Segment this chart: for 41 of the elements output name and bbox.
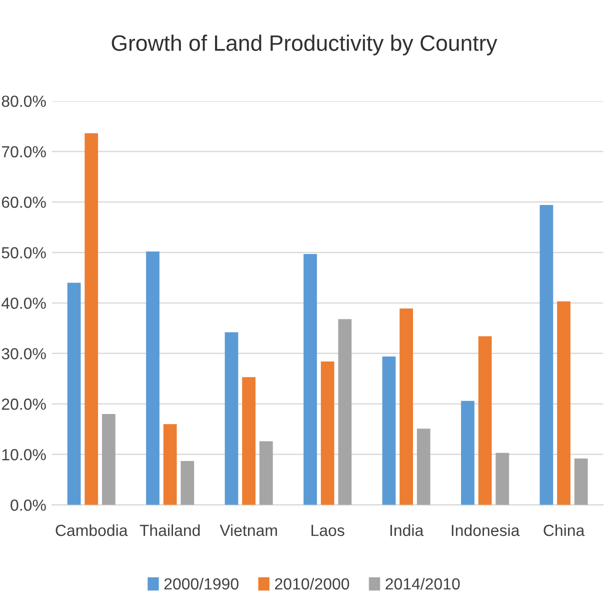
bar [478, 336, 492, 505]
bar [382, 356, 396, 505]
x-tick-label: Vietnam [220, 524, 277, 536]
bar [461, 400, 474, 505]
bar [224, 332, 238, 505]
legend-label: 2014/2010 [386, 578, 460, 590]
bar [416, 428, 430, 505]
y-tick-label: 70.0% [2, 146, 46, 158]
y-tick-label: 20.0% [2, 398, 46, 410]
bar [320, 362, 334, 505]
bar [304, 254, 317, 505]
y-tick-label: 30.0% [2, 348, 46, 360]
bar [557, 301, 570, 505]
y-tick-label: 0.0% [10, 500, 46, 511]
bar [259, 441, 273, 505]
bar [338, 319, 352, 505]
bar [146, 251, 160, 505]
bar [574, 458, 588, 505]
bar [67, 282, 81, 505]
x-tick-label: India [390, 524, 424, 536]
bar [242, 377, 256, 505]
y-tick-label: 40.0% [2, 298, 46, 309]
y-tick-label: 50.0% [2, 247, 46, 258]
bar [496, 452, 510, 505]
chart-title: Growth of Land Productivity by Country [112, 34, 498, 56]
y-tick-label: 80.0% [2, 96, 46, 107]
bar [400, 308, 413, 505]
x-tick-label: China [544, 524, 585, 536]
bar [180, 460, 194, 505]
bar [540, 204, 554, 505]
legend-label: 2000/1990 [164, 578, 238, 590]
y-tick-label: 60.0% [2, 196, 46, 208]
y-tick-label: 10.0% [2, 449, 46, 460]
x-tick-label: Thailand [140, 524, 200, 536]
bar [84, 133, 98, 505]
x-tick-label: Indonesia [452, 524, 520, 536]
bar [163, 424, 177, 505]
bar [102, 414, 116, 505]
legend-label: 2010/2000 [275, 578, 350, 590]
x-tick-label: Cambodia [56, 524, 128, 536]
x-tick-label: Laos [312, 524, 344, 536]
